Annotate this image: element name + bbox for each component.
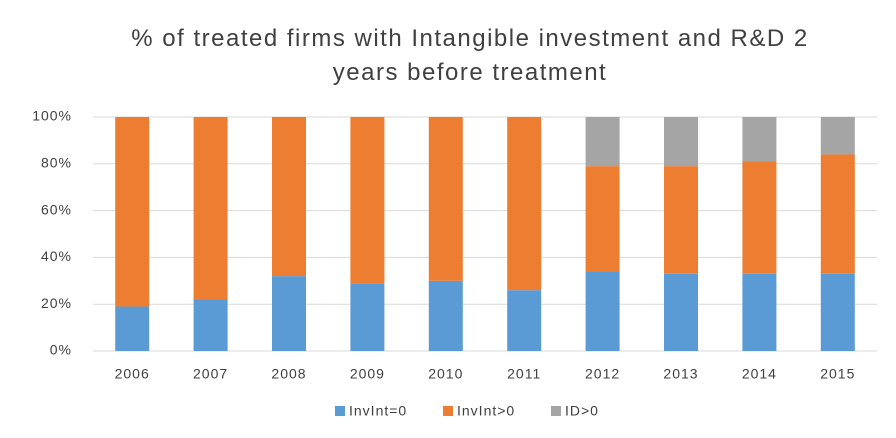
y-tick-label: 80% bbox=[41, 155, 72, 171]
bar-segment bbox=[742, 273, 777, 351]
y-tick-label: 0% bbox=[50, 342, 72, 358]
x-tick-label: 2015 bbox=[820, 366, 855, 382]
bar-segment bbox=[820, 273, 855, 351]
bar-segment bbox=[350, 117, 385, 284]
bar-segment bbox=[820, 154, 855, 274]
bar-segment bbox=[428, 117, 463, 281]
bar-segment bbox=[742, 117, 777, 162]
y-tick-label: 40% bbox=[41, 248, 72, 264]
y-tick-label: 20% bbox=[41, 295, 72, 311]
bar-segment bbox=[507, 290, 542, 351]
x-tick-label: 2011 bbox=[507, 366, 541, 382]
legend-swatch bbox=[551, 406, 561, 416]
y-tick-label: 100% bbox=[32, 108, 72, 124]
bar-segment bbox=[585, 166, 620, 272]
bar-segment bbox=[664, 166, 698, 274]
bar-segment bbox=[820, 117, 855, 155]
x-tick-label: 2006 bbox=[115, 366, 150, 382]
x-tick-label: 2014 bbox=[742, 366, 777, 382]
x-tick-label: 2010 bbox=[428, 366, 463, 382]
bar-segment bbox=[272, 276, 306, 351]
bar-segment bbox=[193, 117, 228, 300]
bar-segment bbox=[115, 117, 150, 307]
bar-segment bbox=[428, 280, 463, 351]
bar-segment bbox=[272, 117, 306, 277]
chart-title: % of treated firms with Intangible inves… bbox=[131, 25, 809, 86]
bar-segment bbox=[585, 271, 620, 351]
bar-segment bbox=[585, 117, 620, 167]
x-tick-label: 2008 bbox=[271, 366, 306, 382]
x-tick-label: 2012 bbox=[585, 366, 620, 382]
bar-segment bbox=[350, 283, 385, 351]
y-tick-label: 60% bbox=[41, 201, 72, 217]
bar-segment bbox=[664, 273, 698, 351]
bar-segment bbox=[115, 306, 150, 351]
x-tick-label: 2009 bbox=[350, 366, 385, 382]
legend-swatch bbox=[335, 406, 345, 416]
bar-segment bbox=[664, 117, 698, 167]
x-tick-label: 2013 bbox=[663, 366, 698, 382]
legend-label: InvInt>0 bbox=[457, 403, 515, 419]
bar-segment bbox=[742, 161, 777, 274]
legend-label: ID>0 bbox=[565, 403, 599, 419]
bar-segment bbox=[507, 117, 542, 291]
legend-swatch bbox=[443, 406, 453, 416]
legend-label: InvInt=0 bbox=[349, 403, 407, 419]
x-tick-label: 2007 bbox=[193, 366, 228, 382]
bar-segment bbox=[193, 299, 228, 351]
